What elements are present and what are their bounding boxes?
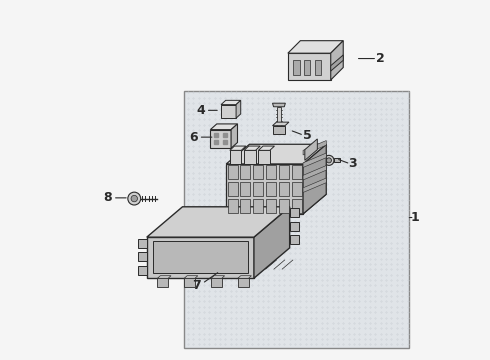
Bar [292,165,302,179]
Bar [210,130,231,148]
Bar [221,105,236,118]
Polygon shape [230,150,241,164]
Text: 6: 6 [189,131,197,144]
Polygon shape [254,207,290,278]
Polygon shape [226,194,326,214]
Text: 7: 7 [193,279,201,292]
Circle shape [131,195,138,202]
Polygon shape [226,164,303,214]
Bar [241,199,250,212]
Polygon shape [331,41,343,80]
Polygon shape [147,207,290,237]
Bar [279,199,289,212]
Bar [184,278,195,287]
Bar [184,91,409,348]
Polygon shape [157,276,171,278]
Polygon shape [138,252,147,261]
Bar [253,165,263,179]
Polygon shape [290,235,298,244]
Polygon shape [221,100,241,105]
Bar [277,107,281,126]
Bar [228,165,238,179]
Polygon shape [290,222,298,231]
Polygon shape [153,241,247,273]
Bar [157,278,168,287]
Bar [272,126,285,134]
Polygon shape [305,139,318,160]
Polygon shape [211,276,224,278]
Polygon shape [290,208,298,217]
Polygon shape [231,124,238,148]
Bar [228,182,238,196]
Bar [266,165,276,179]
Text: 1: 1 [410,211,419,224]
Circle shape [324,156,334,165]
Polygon shape [244,150,256,164]
Polygon shape [236,100,241,118]
Polygon shape [258,150,270,164]
Polygon shape [303,178,326,193]
Polygon shape [303,153,326,167]
Polygon shape [272,122,289,126]
Bar [211,278,222,287]
Polygon shape [272,103,285,107]
Polygon shape [210,124,238,130]
Polygon shape [138,266,147,275]
Polygon shape [244,146,260,150]
Text: 4: 4 [196,104,205,117]
Polygon shape [238,276,251,278]
Bar [228,199,238,212]
Polygon shape [303,166,326,180]
Polygon shape [303,140,326,155]
Circle shape [128,192,141,205]
Bar [293,60,300,75]
Text: 8: 8 [103,192,112,204]
Bar [253,199,263,212]
Polygon shape [288,53,331,80]
Polygon shape [288,41,343,53]
Polygon shape [184,276,198,278]
Bar [241,182,250,196]
Polygon shape [138,239,147,248]
Bar [279,182,289,196]
Polygon shape [331,55,343,71]
Bar [241,165,250,179]
Text: 3: 3 [348,157,357,170]
Text: 5: 5 [303,129,312,142]
Polygon shape [258,146,274,150]
Text: 2: 2 [376,52,385,65]
Bar [292,199,302,212]
Bar [334,158,341,162]
Bar [304,60,310,75]
Bar [266,182,276,196]
Bar [238,278,248,287]
Polygon shape [147,237,254,278]
Circle shape [326,158,331,163]
Bar [266,199,276,212]
Polygon shape [303,144,326,214]
Bar [279,165,289,179]
Polygon shape [230,146,246,150]
Polygon shape [226,144,326,164]
Bar [253,182,263,196]
Bar [315,60,321,75]
Bar [292,182,302,196]
